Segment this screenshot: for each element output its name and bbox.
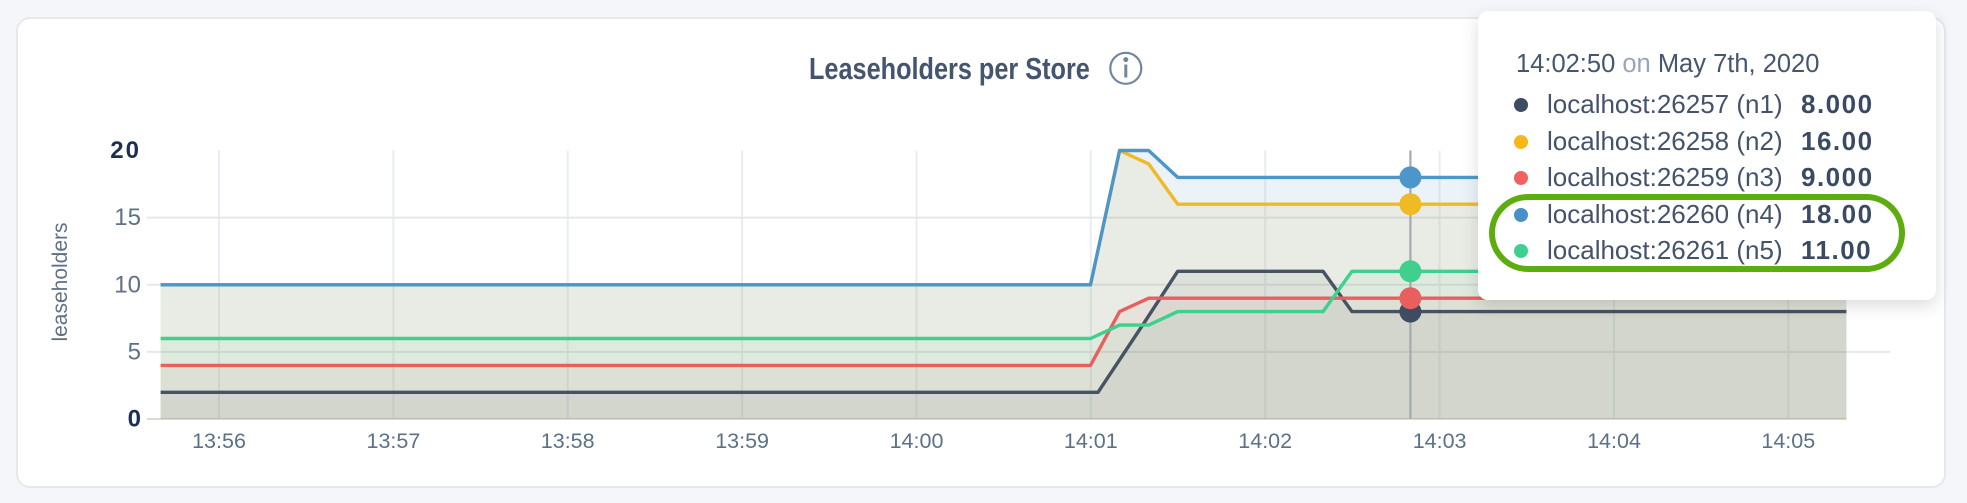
svg-text:13:57: 13:57	[366, 429, 420, 453]
svg-text:0: 0	[128, 406, 141, 433]
svg-text:leaseholders: leaseholders	[49, 222, 72, 341]
svg-text:10: 10	[114, 272, 141, 299]
svg-text:13:58: 13:58	[541, 429, 595, 453]
svg-text:5: 5	[128, 339, 141, 366]
svg-text:20: 20	[110, 137, 141, 164]
svg-text:14:01: 14:01	[1064, 429, 1118, 453]
svg-text:15: 15	[114, 204, 141, 231]
svg-text:14:03: 14:03	[1413, 429, 1467, 453]
svg-text:14:02: 14:02	[1238, 429, 1292, 453]
svg-text:14:05: 14:05	[1761, 429, 1815, 453]
svg-text:14:04: 14:04	[1587, 429, 1641, 453]
svg-text:13:59: 13:59	[715, 429, 769, 453]
svg-text:14:00: 14:00	[890, 429, 944, 453]
svg-text:13:56: 13:56	[192, 429, 246, 453]
